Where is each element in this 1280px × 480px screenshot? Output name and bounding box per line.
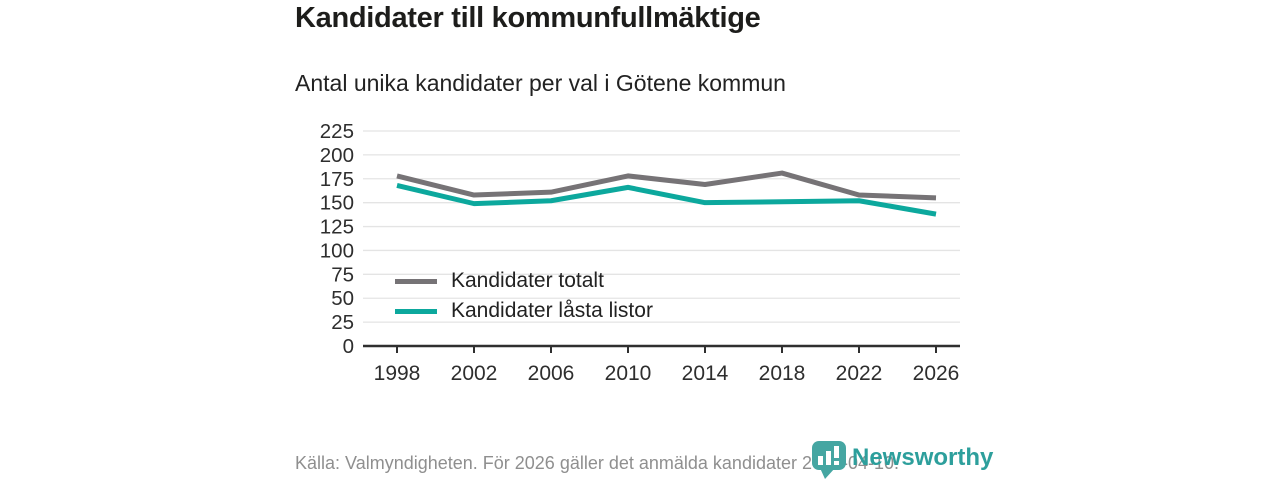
legend-label-kandidater-totalt: Kandidater totalt [451,269,604,292]
chart-legend: Kandidater totalt Kandidater låsta listo… [395,269,653,323]
chart-title: Kandidater till kommunfullmäktige [295,2,761,34]
x-tick-label: 2014 [682,362,729,385]
x-tick-label: 2026 [913,362,960,385]
y-tick-label: 0 [343,335,354,358]
bar-chart-pin-icon [812,441,846,479]
x-tick-label: 1998 [374,362,421,385]
source-note: Källa: Valmyndigheten. För 2026 gäller d… [295,453,900,473]
x-tick-label: 2010 [605,362,652,385]
y-tick-label: 150 [320,192,354,215]
y-tick-label: 50 [331,287,354,310]
newsworthy-logo-text: Newsworthy [852,444,994,471]
x-tick-label: 2018 [759,362,806,385]
series-line-1 [396,183,937,217]
legend-label-kandidater-lasta-listor: Kandidater låsta listor [451,299,653,322]
y-tick-label: 75 [331,263,354,286]
y-tick-label: 175 [320,168,354,191]
newsworthy-logo: Newsworthy [812,441,993,479]
legend-swatch-kandidater-totalt [395,278,437,284]
y-tick-label: 25 [331,311,354,334]
x-tick-label: 2002 [451,362,498,385]
x-tick-label: 2006 [528,362,575,385]
x-tick-label: 2022 [836,362,883,385]
legend-item-kandidater-lasta-listor: Kandidater låsta listor [395,299,653,323]
y-tick-label: 225 [320,120,354,143]
chart-subtitle: Antal unika kandidater per val i Götene … [295,70,786,96]
series-line-0 [396,170,937,201]
y-tick-label: 125 [320,216,354,239]
y-tick-label: 100 [320,239,354,262]
y-tick-label: 200 [320,144,354,167]
legend-item-kandidater-totalt: Kandidater totalt [395,269,653,293]
legend-swatch-kandidater-lasta-listor [395,308,437,314]
